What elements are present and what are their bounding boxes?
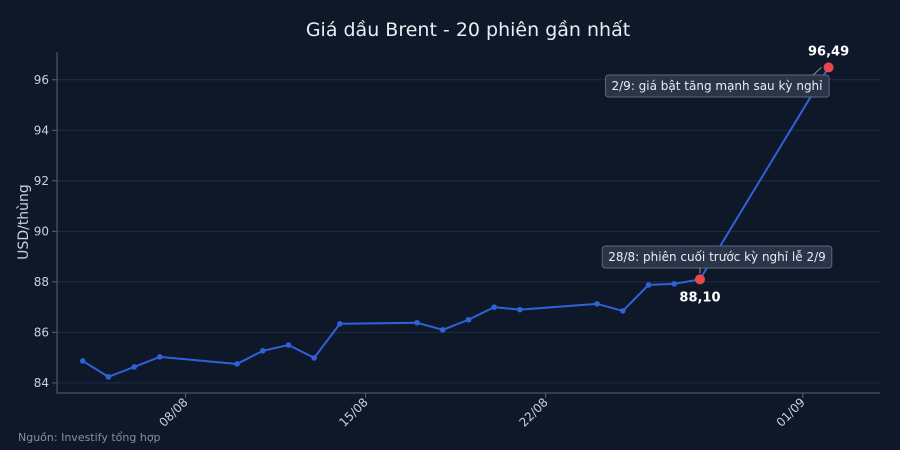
y-tick-label: 90 bbox=[34, 224, 49, 238]
point bbox=[465, 316, 472, 323]
point bbox=[131, 364, 137, 370]
annotation-box bbox=[605, 74, 830, 98]
point bbox=[157, 354, 163, 360]
x-tick-label: 22/08 bbox=[516, 395, 550, 429]
highlight-point bbox=[694, 274, 705, 285]
x-tick-label: 08/08 bbox=[156, 395, 190, 429]
y-tick-label: 88 bbox=[34, 275, 49, 289]
point bbox=[311, 355, 317, 361]
annotation-text: 2/9: giá bật tăng mạnh sau kỳ nghỉ bbox=[612, 79, 824, 93]
point bbox=[79, 358, 86, 364]
annotation-box bbox=[601, 245, 833, 269]
point bbox=[337, 320, 343, 327]
series-line bbox=[82, 66, 830, 378]
point bbox=[234, 361, 240, 367]
value-label: 96,49 bbox=[808, 44, 849, 59]
y-tick-label: 86 bbox=[34, 325, 49, 339]
y-tick-label: 94 bbox=[34, 123, 49, 137]
point bbox=[439, 327, 446, 333]
point bbox=[517, 306, 523, 313]
y-axis-label: USD/thùng bbox=[16, 184, 32, 260]
y-tick-label: 84 bbox=[34, 376, 49, 390]
chart-title: Giá dầu Brent - 20 phiên gần nhất bbox=[306, 19, 630, 41]
point bbox=[259, 348, 266, 354]
point bbox=[620, 308, 626, 314]
point bbox=[671, 281, 678, 287]
annotation-text: 28/8: phiên cuối trước kỳ nghỉ lễ 2/9 bbox=[608, 250, 826, 264]
point bbox=[645, 282, 652, 288]
annotation: 28/8: phiên cuối trước kỳ nghỉ lễ 2/9 bbox=[601, 245, 833, 269]
y-tick-label: 92 bbox=[34, 174, 49, 188]
x-tick-label: 01/09 bbox=[774, 395, 808, 429]
point bbox=[105, 374, 112, 380]
value-label: 88,10 bbox=[679, 290, 720, 305]
y-tick-label: 96 bbox=[34, 73, 49, 87]
annotation-arrow bbox=[812, 67, 822, 76]
x-tick-label: 15/08 bbox=[336, 395, 370, 429]
point bbox=[594, 301, 600, 307]
point bbox=[491, 304, 498, 310]
point bbox=[285, 342, 292, 348]
point bbox=[414, 319, 420, 326]
source: Nguồn: Investify tổng hợp bbox=[18, 431, 161, 444]
highlight-point bbox=[823, 62, 834, 73]
annotation: 2/9: giá bật tăng mạnh sau kỳ nghỉ bbox=[605, 74, 830, 98]
